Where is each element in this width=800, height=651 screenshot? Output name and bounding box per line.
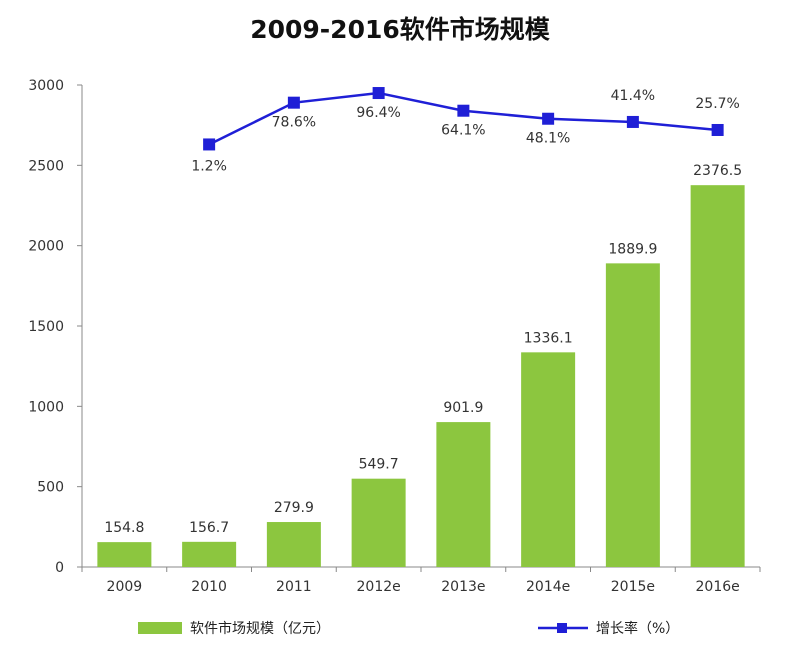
legend-label-bar: 软件市场规模（亿元） <box>190 620 330 637</box>
x-tick-label: 2010 <box>191 579 227 595</box>
bar <box>351 478 406 567</box>
growth-marker <box>203 138 216 151</box>
bar-value-label: 549.7 <box>359 457 399 473</box>
x-tick-label: 2011 <box>276 579 312 595</box>
bar <box>521 352 576 567</box>
growth-value-label: 96.4% <box>356 105 400 121</box>
y-tick-label: 2500 <box>28 158 64 174</box>
bar-labels: 154.8 156.7 279.9 549.7 901.9 1336.1 1889.9 237… <box>104 163 742 536</box>
x-tick-label: 2015e <box>611 579 655 595</box>
growth-value-label: 64.1% <box>441 123 485 139</box>
y-axis: 0 500 1000 1500 2000 2500 3000 <box>28 78 83 576</box>
bar-value-label: 154.8 <box>104 520 144 536</box>
growth-value-label: 25.7% <box>695 96 739 112</box>
bar-value-label: 901.9 <box>443 400 483 416</box>
bar-value-label: 156.7 <box>189 520 229 536</box>
growth-marker <box>457 104 470 117</box>
chart-title: 2009-2016软件市场规模 <box>250 15 551 44</box>
growth-value-label: 78.6% <box>272 115 316 131</box>
growth-labels: 1.2% 78.6% 96.4% 64.1% 48.1% 41.4% 25.7% <box>191 88 740 174</box>
bar-value-label: 1889.9 <box>608 241 657 257</box>
legend-swatch-bar <box>138 622 182 634</box>
growth-marker <box>711 123 724 136</box>
y-tick-label: 0 <box>55 560 64 576</box>
bar <box>182 541 237 567</box>
bar-value-label: 1336.1 <box>524 330 573 346</box>
bar-value-label: 279.9 <box>274 500 314 516</box>
x-tick-label: 2012e <box>357 579 401 595</box>
y-tick-label: 500 <box>37 480 64 496</box>
growth-value-label: 48.1% <box>526 131 570 147</box>
y-tick-label: 2000 <box>28 239 64 255</box>
growth-marker <box>372 87 385 100</box>
growth-marker <box>626 115 639 128</box>
legend-line-marker <box>557 623 567 633</box>
bar <box>436 422 491 567</box>
y-tick-label: 1000 <box>28 399 64 415</box>
x-axis: 2009 2010 2011 2012e 2013e 2014e 2015e 2016e <box>81 566 761 595</box>
y-tick-label: 1500 <box>28 319 64 335</box>
growth-value-label: 41.4% <box>611 88 655 104</box>
x-tick-label: 2016e <box>696 579 740 595</box>
growth-marker <box>542 112 555 125</box>
growth-marker <box>287 96 300 109</box>
bar <box>97 542 152 567</box>
legend: 软件市场规模（亿元） 增长率（%） <box>138 620 679 637</box>
y-tick-label: 3000 <box>28 78 64 94</box>
bar <box>690 185 745 567</box>
x-tick-label: 2014e <box>526 579 570 595</box>
x-tick-label: 2013e <box>441 579 485 595</box>
legend-label-line: 增长率（%） <box>596 620 679 637</box>
bar <box>605 263 660 567</box>
x-tick-label: 2009 <box>107 579 143 595</box>
bar-series <box>97 185 745 567</box>
growth-line-series <box>203 87 724 151</box>
bar-value-label: 2376.5 <box>693 163 742 179</box>
growth-value-label: 1.2% <box>191 158 227 174</box>
bar <box>266 522 321 567</box>
